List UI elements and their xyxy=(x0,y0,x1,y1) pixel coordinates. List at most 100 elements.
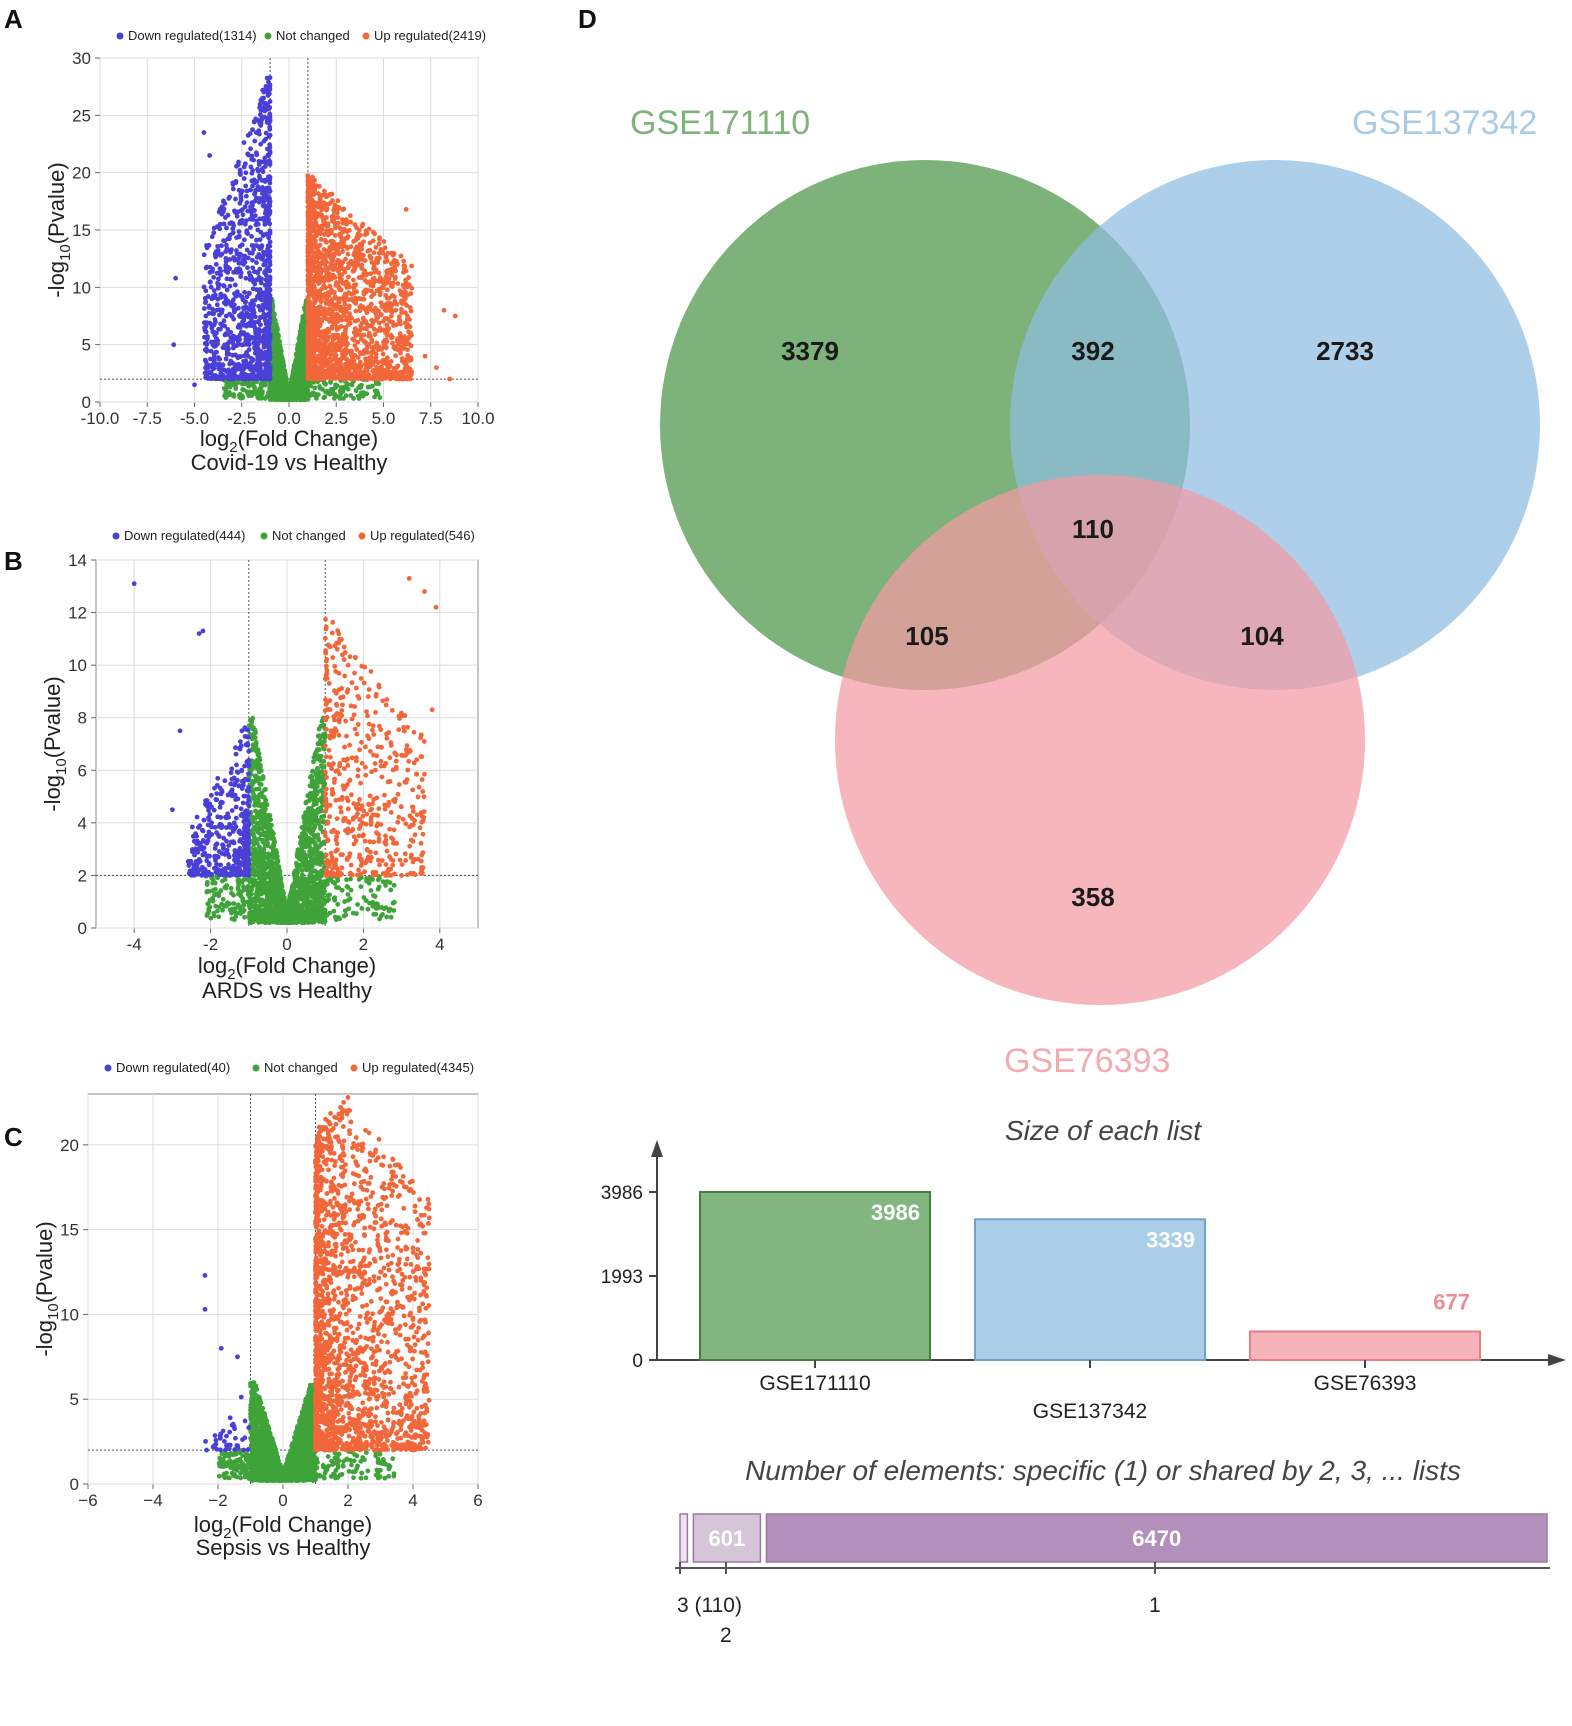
point-down-regulated xyxy=(215,376,220,382)
point-down-regulated xyxy=(258,280,264,286)
point-down-regulated xyxy=(230,226,236,232)
point-down-regulated xyxy=(204,348,210,354)
point-not-changed xyxy=(342,384,348,390)
point-down-regulated xyxy=(204,365,209,370)
point-down-regulated xyxy=(230,186,236,192)
x-tick-label: 7.5 xyxy=(419,409,443,428)
point-down-regulated xyxy=(267,195,272,201)
point-down-regulated xyxy=(233,269,239,275)
point-down-regulated xyxy=(267,262,273,268)
point-down-regulated xyxy=(205,334,210,339)
point-down-regulated xyxy=(233,375,238,380)
point-down-regulated xyxy=(253,150,259,156)
point-not-changed xyxy=(296,346,302,352)
point-not-changed xyxy=(359,382,364,388)
point-down-regulated xyxy=(267,307,273,313)
point-not-changed xyxy=(267,385,273,391)
point-not-changed xyxy=(280,370,286,376)
point-not-changed xyxy=(298,391,304,397)
point-down-regulated xyxy=(265,220,271,226)
point-not-changed xyxy=(278,366,284,371)
point-not-changed xyxy=(239,393,245,399)
point-down-regulated xyxy=(237,332,243,338)
point-down-regulated xyxy=(256,359,262,365)
point-not-changed xyxy=(298,328,304,334)
point-down-regulated xyxy=(242,299,248,305)
point-down-regulated xyxy=(210,311,216,317)
point-down-regulated xyxy=(232,257,238,263)
panel-letter-a: A xyxy=(4,4,23,34)
point-down-regulated xyxy=(214,336,219,341)
point-up-regulated xyxy=(322,306,327,312)
point-down-regulated xyxy=(257,246,263,252)
point-down-regulated xyxy=(234,235,239,241)
point-down-regulated xyxy=(211,274,217,280)
point-down-regulated xyxy=(250,309,256,315)
point-down-regulated xyxy=(209,339,214,345)
point-down-regulated xyxy=(257,216,263,222)
point-down-regulated xyxy=(254,287,260,293)
point-down-regulated xyxy=(250,298,255,304)
point-down-regulated xyxy=(238,274,244,279)
point-not-changed xyxy=(300,386,305,392)
point-not-changed xyxy=(348,393,354,398)
point-down-regulated xyxy=(239,217,245,223)
point-down-regulated xyxy=(254,366,260,372)
point-not-changed xyxy=(306,393,312,399)
point-down-regulated xyxy=(256,327,262,332)
point-up-regulated xyxy=(339,317,345,323)
point-down-regulated xyxy=(243,218,249,224)
point-not-changed xyxy=(280,358,286,364)
point-down-regulated xyxy=(209,234,215,240)
point-down-regulated xyxy=(233,196,238,202)
y-tick-label: 0 xyxy=(82,393,91,412)
y-tick-label: 25 xyxy=(72,106,91,125)
point-down-regulated xyxy=(214,302,220,308)
point-down-regulated xyxy=(267,180,273,186)
point-down-regulated xyxy=(256,252,262,257)
point-up-regulated xyxy=(357,308,363,314)
point-not-changed xyxy=(241,387,247,393)
point-down-regulated xyxy=(235,162,241,168)
point-down-regulated xyxy=(250,168,256,173)
point-up-regulated xyxy=(393,268,399,274)
point-down-regulated xyxy=(263,273,269,278)
y-tick-label: 15 xyxy=(72,221,91,240)
point-down-regulated xyxy=(243,193,249,199)
point-down-regulated xyxy=(220,199,226,204)
point-not-changed xyxy=(276,340,282,346)
point-down-regulated xyxy=(263,130,269,136)
point-down-regulated xyxy=(226,367,231,373)
point-down-regulated xyxy=(236,313,242,319)
point-down-regulated xyxy=(232,291,237,297)
point-not-changed xyxy=(300,315,306,321)
point-down-regulated xyxy=(241,353,247,359)
point-down-regulated xyxy=(228,249,234,255)
scatter-points xyxy=(171,75,458,403)
point-down-regulated xyxy=(228,276,233,282)
point-down-regulated xyxy=(216,356,222,362)
point-down-regulated xyxy=(237,170,243,175)
point-up-regulated xyxy=(367,253,373,259)
point-up-regulated xyxy=(398,253,404,259)
point-up-regulated xyxy=(362,232,368,238)
point-not-changed xyxy=(278,376,284,382)
point-down-regulated xyxy=(223,256,229,261)
point-down-regulated xyxy=(223,356,229,362)
point-down-regulated xyxy=(224,287,230,293)
point-down-regulated xyxy=(210,293,216,299)
point-down-regulated xyxy=(267,363,273,369)
point-down-regulated xyxy=(267,268,273,273)
point-not-changed xyxy=(372,388,378,394)
point-down-regulated xyxy=(241,358,247,364)
point-down-regulated xyxy=(227,232,233,238)
point-down-regulated xyxy=(258,105,264,111)
point-down-regulated xyxy=(260,169,266,175)
point-down-regulated xyxy=(261,100,267,106)
point-down-regulated xyxy=(219,376,225,382)
point-up-regulated xyxy=(381,239,387,244)
point-down-regulated xyxy=(211,288,217,294)
point-up-regulated xyxy=(361,332,367,338)
point-down-regulated xyxy=(218,371,224,376)
